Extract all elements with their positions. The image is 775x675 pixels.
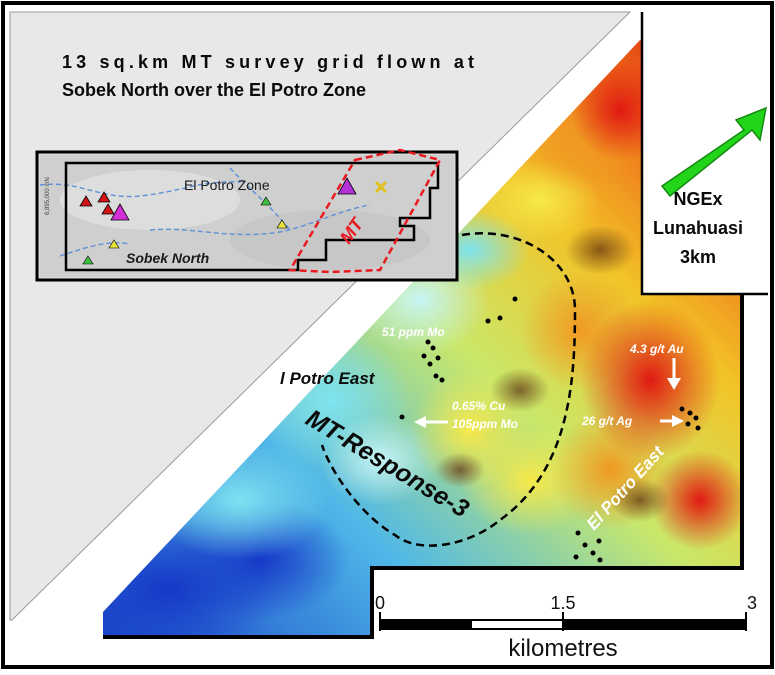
inset-marker-yellow <box>108 239 120 249</box>
arrow-label-distance: 3km <box>680 247 716 267</box>
map-title-line2: Sobek North over the El Potro Zone <box>62 80 366 100</box>
scale-tick-0: 0 <box>375 593 385 613</box>
annotation-mo-51: 51 ppm Mo <box>382 325 445 339</box>
inset-marker-red-2 <box>97 191 111 203</box>
inset-marker-magenta-2 <box>337 177 357 195</box>
drill-collars <box>399 296 701 563</box>
inset-map: MT El Potro Zone Sobek North 6,895,000 m… <box>35 148 459 282</box>
arrow-label-ngex: NGEx <box>673 189 722 209</box>
label-el-potro-east-left: l Potro East <box>280 369 376 388</box>
scale-tick-mid: 1.5 <box>550 593 575 613</box>
inset-marker-cross <box>374 180 388 194</box>
inset-marker-yellow-2 <box>276 219 288 229</box>
inset-label-sobek-north: Sobek North <box>126 250 209 266</box>
annotation-mo-105: 105ppm Mo <box>452 417 518 431</box>
annotation-ag-26: 26 g/t Ag <box>581 414 633 428</box>
map-title-line1: 13 sq.km MT survey grid flown at <box>62 52 474 72</box>
scale-tick-end: 3 <box>747 593 757 613</box>
scale-unit-label: kilometres <box>508 635 617 662</box>
inset-marker-red-3 <box>101 203 115 215</box>
annotation-cu-065: 0.65% Cu <box>452 399 506 413</box>
inset-marker-red-1 <box>79 195 93 207</box>
annotation-au-43: 4.3 g/t Au <box>629 342 684 356</box>
inset-marker-magenta-1 <box>110 203 130 221</box>
inset-marker-green <box>260 196 272 206</box>
survey-boundary <box>103 294 744 639</box>
scale-bar <box>379 612 747 631</box>
arrow-label-lunahuasi: Lunahuasi <box>653 218 743 238</box>
inset-label-el-potro-zone: El Potro Zone <box>184 177 270 193</box>
arrow-panel-border <box>640 12 768 296</box>
arrow-panel <box>642 12 768 294</box>
inset-axis-label: 6,895,000 mN <box>45 177 51 215</box>
inset-marker-green-2 <box>82 255 94 265</box>
ngex-direction-arrow <box>660 106 767 198</box>
pointer-arrows <box>414 358 684 428</box>
mt-response-outline <box>320 232 577 547</box>
